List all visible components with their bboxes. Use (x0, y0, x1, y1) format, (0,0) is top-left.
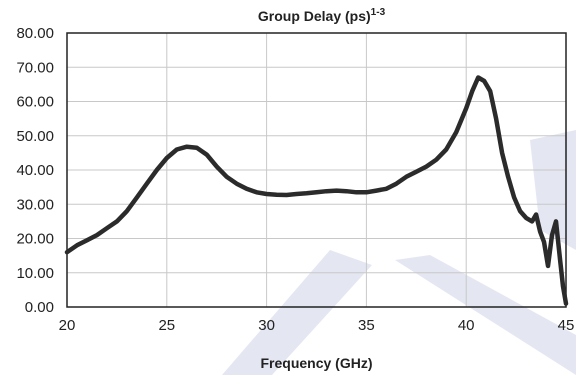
y-tick-label: 30.00 (16, 196, 54, 213)
y-tick-label: 10.00 (16, 265, 54, 282)
y-axis-tick-labels: 0.00 10.00 20.00 30.00 40.00 50.00 60.00 70.00 8… (16, 25, 54, 316)
watermark-stroke-diagonal (395, 255, 576, 375)
group-delay-series-line (64, 75, 569, 306)
y-tick-label: 40.00 (16, 162, 54, 179)
chart-title: Group Delay (ps)1-3 (258, 7, 386, 24)
plot-area-border (66, 32, 567, 308)
y-tick-label: 70.00 (16, 59, 54, 76)
y-tick-label: 20.00 (16, 231, 54, 248)
watermark-stroke-right (530, 130, 576, 250)
y-tick-label: 50.00 (16, 128, 54, 145)
x-tick-label: 25 (158, 317, 175, 334)
x-tick-label: 45 (558, 317, 575, 334)
chart-title-superscript: 1-3 (371, 7, 386, 18)
chart-title-main: Group Delay (ps) (258, 8, 371, 24)
watermark-logo (222, 130, 576, 375)
y-tick-label: 0.00 (25, 299, 54, 316)
x-tick-label: 30 (258, 317, 275, 334)
x-axis-label: Frequency (GHz) (260, 355, 372, 371)
watermark-stroke-left (222, 250, 372, 375)
y-tick-label: 80.00 (16, 25, 54, 42)
y-tick-label: 60.00 (16, 94, 54, 111)
x-tick-label: 40 (458, 317, 475, 334)
x-tick-label: 20 (59, 317, 76, 334)
x-tick-label: 35 (358, 317, 375, 334)
x-axis-tick-labels: 20 25 30 35 40 45 (59, 317, 575, 334)
